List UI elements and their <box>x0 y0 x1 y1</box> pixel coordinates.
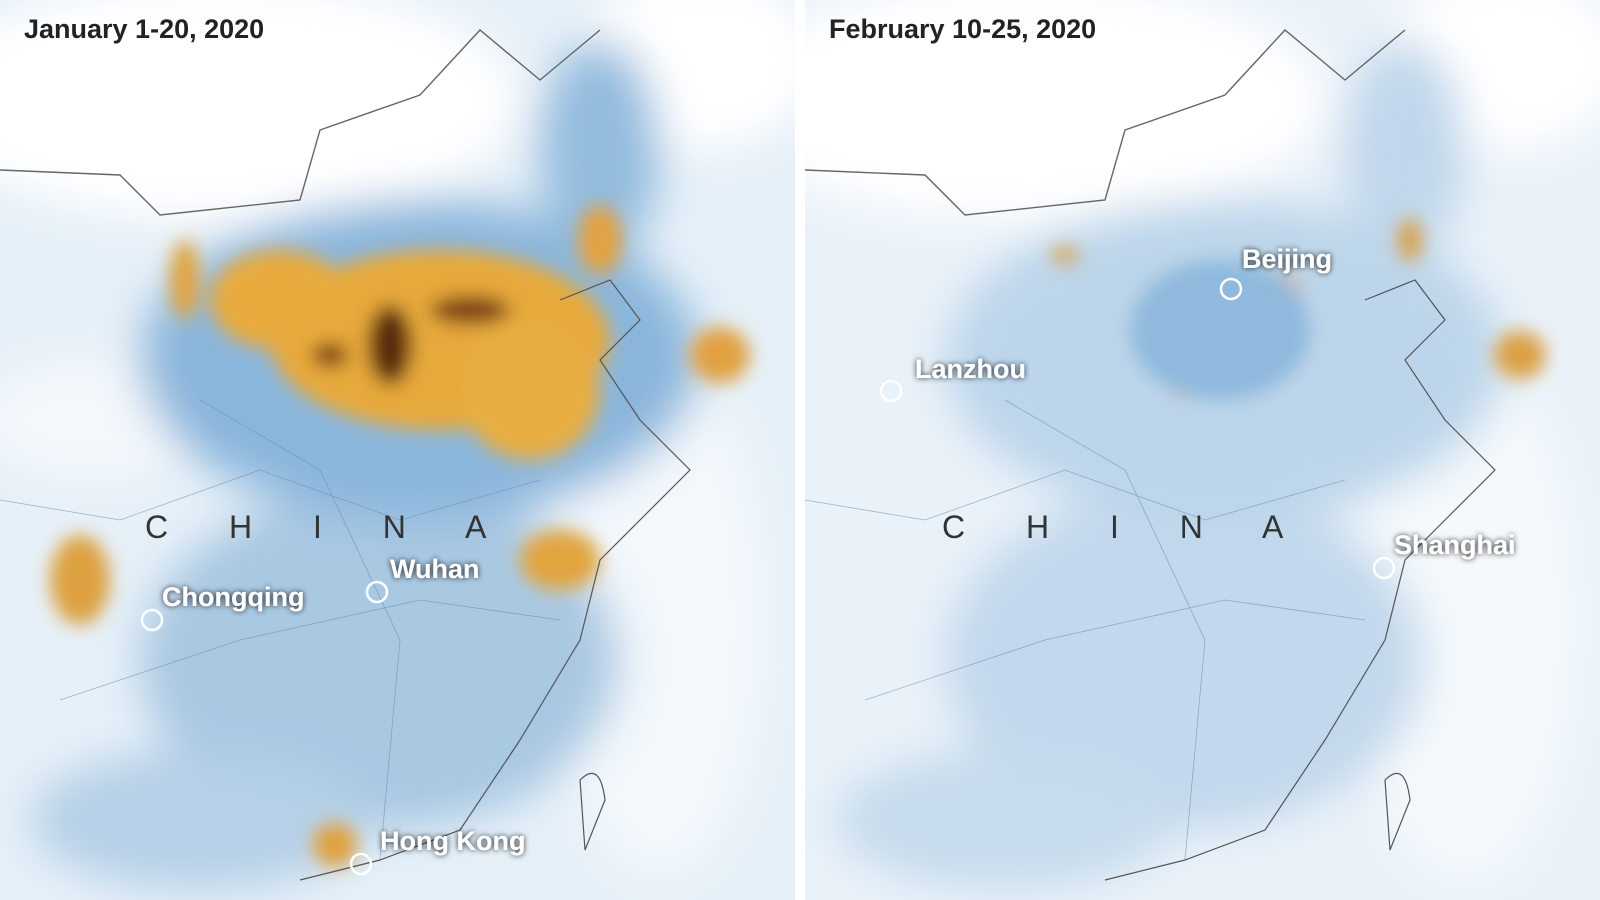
city-label: Beijing <box>1242 244 1332 274</box>
city-label: Wuhan <box>390 554 480 584</box>
city-label: Chongqing <box>162 582 304 612</box>
city-marker <box>365 580 389 604</box>
city-marker <box>140 608 164 632</box>
city-marker <box>1372 556 1396 580</box>
country-label: C H I N A <box>145 509 512 545</box>
city-marker <box>349 852 373 876</box>
map-panel: January 1-20, 2020 C H I N A Chongqing W… <box>0 0 795 900</box>
map-panel: February 10-25, 2020 C H I N A Beijing L… <box>805 0 1600 900</box>
map-title: February 10-25, 2020 <box>829 14 1096 44</box>
city-label: Shanghai <box>1394 530 1516 560</box>
city-label: Hong Kong <box>380 826 525 856</box>
city-marker <box>879 379 903 403</box>
map-title: January 1-20, 2020 <box>24 14 264 44</box>
country-label: C H I N A <box>942 509 1309 545</box>
city-marker <box>1219 277 1243 301</box>
city-label: Lanzhou <box>915 354 1026 384</box>
